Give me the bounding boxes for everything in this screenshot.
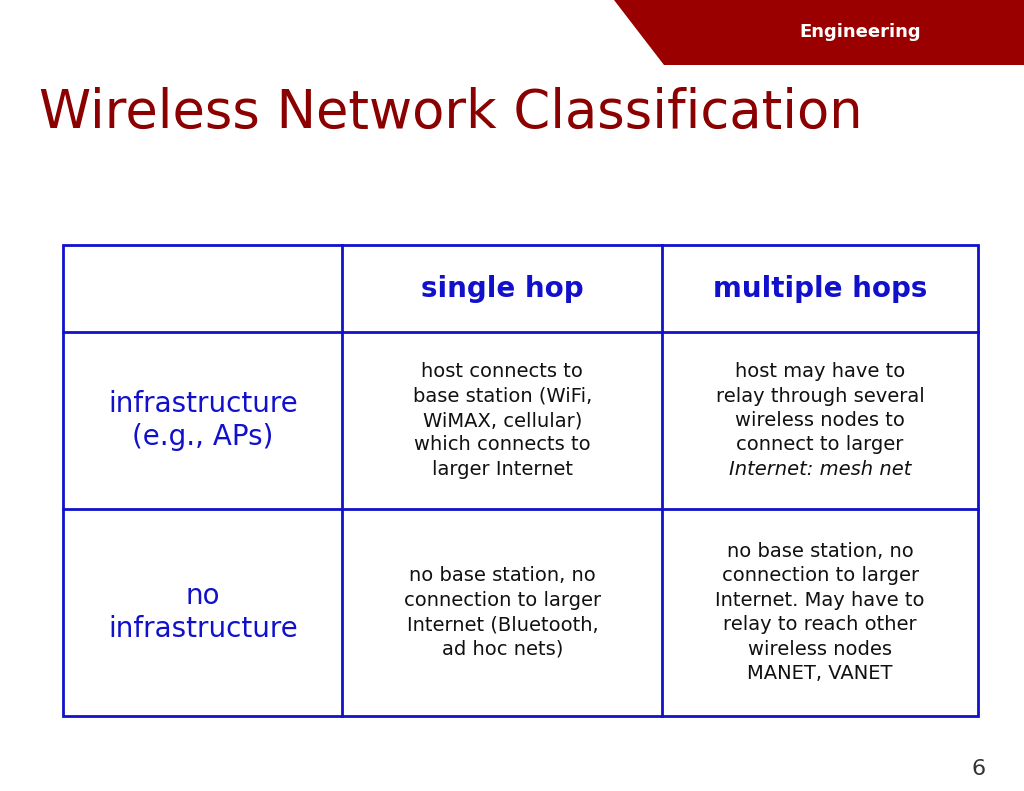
Text: infrastructure
(e.g., APs): infrastructure (e.g., APs) xyxy=(109,390,298,451)
Text: ❖ Washington University in St. Louis: ❖ Washington University in St. Louis xyxy=(27,24,333,41)
Text: relay to reach other: relay to reach other xyxy=(723,615,918,634)
Text: Internet (Bluetooth,: Internet (Bluetooth, xyxy=(407,615,598,634)
Text: 6: 6 xyxy=(972,759,986,779)
Text: connection to larger: connection to larger xyxy=(403,591,601,610)
Text: larger Internet: larger Internet xyxy=(432,460,572,479)
Text: base station (WiFi,: base station (WiFi, xyxy=(413,387,592,406)
Text: host may have to: host may have to xyxy=(735,362,905,381)
Text: connect to larger: connect to larger xyxy=(736,436,904,455)
Text: host connects to: host connects to xyxy=(422,362,584,381)
Text: Internet: mesh net: Internet: mesh net xyxy=(729,460,911,479)
Text: wireless nodes: wireless nodes xyxy=(749,639,892,659)
Text: WiMAX, cellular): WiMAX, cellular) xyxy=(423,411,582,430)
Text: no
infrastructure: no infrastructure xyxy=(109,582,298,642)
Text: Internet. May have to: Internet. May have to xyxy=(716,591,925,610)
Text: multiple hops: multiple hops xyxy=(713,274,928,303)
Text: which connects to: which connects to xyxy=(414,436,591,455)
Text: MANET, VANET: MANET, VANET xyxy=(748,664,893,683)
Text: relay through several: relay through several xyxy=(716,387,925,406)
Text: wireless nodes to: wireless nodes to xyxy=(735,411,905,430)
Text: ad hoc nets): ad hoc nets) xyxy=(441,639,563,659)
Text: no base station, no: no base station, no xyxy=(727,542,913,561)
Text: connection to larger: connection to larger xyxy=(722,566,919,585)
Text: Engineering: Engineering xyxy=(800,24,921,41)
Polygon shape xyxy=(614,0,1024,65)
Text: Wireless Network Classification: Wireless Network Classification xyxy=(39,87,862,139)
Text: no base station, no: no base station, no xyxy=(409,566,596,585)
Text: single hop: single hop xyxy=(421,274,584,303)
